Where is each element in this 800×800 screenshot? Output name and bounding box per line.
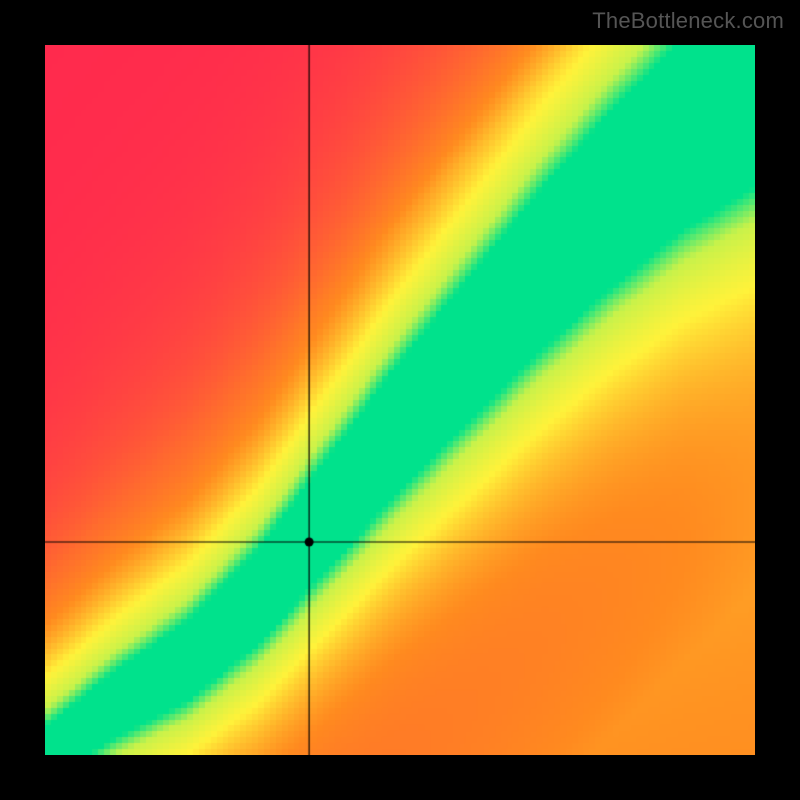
heatmap-canvas <box>45 45 755 755</box>
figure-container: TheBottleneck.com <box>0 0 800 800</box>
watermark-text: TheBottleneck.com <box>592 8 784 34</box>
plot-area <box>45 45 755 755</box>
